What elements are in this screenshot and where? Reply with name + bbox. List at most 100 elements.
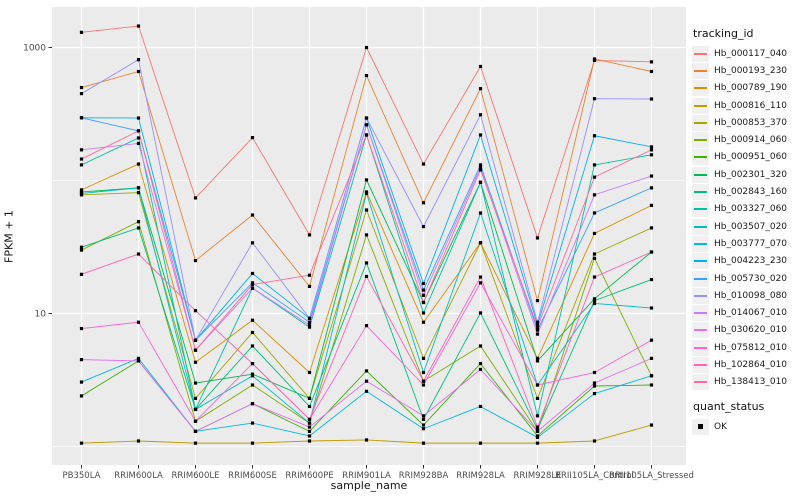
data-point	[250, 330, 255, 335]
data-point	[79, 191, 84, 195]
data-point	[307, 404, 312, 409]
data-point	[193, 360, 198, 364]
legend-item-label: Hb_002301_320	[714, 169, 788, 180]
series-color-swatch	[694, 260, 707, 263]
series-color-swatch	[694, 87, 707, 90]
data-point	[136, 220, 141, 224]
data-point	[136, 116, 141, 120]
data-point	[478, 180, 483, 184]
legend-key-line-icon	[692, 166, 709, 183]
legend-key-line-icon	[692, 45, 709, 62]
data-point	[649, 306, 654, 310]
data-point	[307, 434, 312, 438]
data-point	[307, 323, 312, 327]
data-point	[307, 429, 312, 433]
data-point	[421, 293, 426, 297]
data-point	[649, 226, 654, 230]
data-point	[421, 379, 426, 383]
legend-item-label: Hb_000117_040	[714, 48, 788, 59]
data-point	[364, 208, 369, 212]
data-point	[478, 404, 483, 409]
data-point	[649, 374, 654, 378]
data-point	[79, 380, 84, 384]
data-point	[592, 193, 597, 197]
data-point	[649, 145, 654, 149]
data-point	[79, 245, 84, 249]
data-point	[136, 191, 141, 195]
data-point	[79, 92, 84, 96]
data-point	[592, 275, 597, 279]
data-point	[649, 423, 654, 427]
data-point	[250, 362, 255, 366]
data-point	[478, 163, 483, 167]
series-color-swatch	[694, 381, 707, 384]
x-tick-label: RRIM600LE	[172, 471, 220, 481]
data-point	[136, 69, 141, 74]
legend-item: Hb_005730_020	[692, 270, 798, 287]
series-color-swatch	[694, 312, 707, 315]
data-point	[535, 328, 540, 332]
legend-item-label: Hb_000951_060	[714, 152, 788, 163]
data-point	[421, 414, 426, 418]
legend-key-line-icon	[692, 305, 709, 322]
legend-key-line-icon	[692, 114, 709, 131]
data-point	[421, 417, 426, 421]
data-point	[364, 369, 369, 373]
data-point	[649, 153, 654, 157]
legend-item-label: Hb_003507_020	[714, 221, 788, 232]
series-color-swatch	[694, 121, 707, 124]
x-tick-label: RRII105LA_Control	[555, 471, 634, 481]
data-point	[535, 429, 540, 433]
data-point	[478, 113, 483, 117]
legend-item-label: Hb_010098_080	[714, 290, 788, 301]
data-point	[79, 248, 84, 252]
legend-item: Hb_000193_230	[692, 62, 798, 79]
data-point	[136, 356, 141, 360]
data-point	[535, 325, 540, 329]
data-point	[592, 381, 597, 385]
data-point	[478, 166, 483, 170]
series-color-swatch	[694, 104, 707, 107]
data-point	[307, 421, 312, 425]
series-color-swatch	[694, 139, 707, 142]
legend-item: Hb_003507_020	[692, 218, 798, 235]
data-point	[421, 300, 426, 305]
data-point	[250, 372, 255, 376]
legend-item: Hb_138413_010	[692, 374, 798, 391]
data-point	[136, 439, 141, 443]
data-point	[421, 383, 426, 387]
data-point	[592, 163, 597, 167]
legend-item: Hb_000816_110	[692, 97, 798, 114]
data-point	[250, 374, 255, 378]
x-tick-label: RRIM928LE	[514, 471, 562, 481]
data-point	[307, 370, 312, 375]
legend-key-line-icon	[692, 132, 709, 149]
data-point	[79, 85, 84, 90]
data-point	[250, 286, 255, 290]
legend-key-line-icon	[692, 184, 709, 201]
data-point	[250, 383, 255, 387]
data-point	[535, 236, 540, 240]
legend-key-line-icon	[692, 201, 709, 218]
legend-key-line-icon	[692, 374, 709, 391]
legend-item-label: Hb_102864_010	[714, 359, 788, 370]
data-point	[307, 325, 312, 329]
data-point	[649, 69, 654, 74]
x-tick-label: RRIM600LA	[114, 471, 163, 481]
data-point	[478, 87, 483, 91]
quant-status-item: OK	[692, 418, 798, 435]
legend-item-label: Hb_000193_230	[714, 65, 788, 76]
series-color-swatch	[694, 294, 707, 297]
legend-key-line-icon	[692, 270, 709, 287]
data-point	[421, 427, 426, 431]
series-color-swatch	[694, 346, 707, 349]
data-point	[364, 178, 369, 182]
x-tick-label: RRIM928BA	[399, 471, 449, 481]
series-color-swatch	[694, 69, 707, 72]
x-axis-title: sample_name	[330, 479, 408, 492]
data-point	[193, 429, 198, 433]
data-point	[649, 250, 654, 254]
data-point	[136, 359, 141, 363]
data-point	[250, 344, 255, 348]
